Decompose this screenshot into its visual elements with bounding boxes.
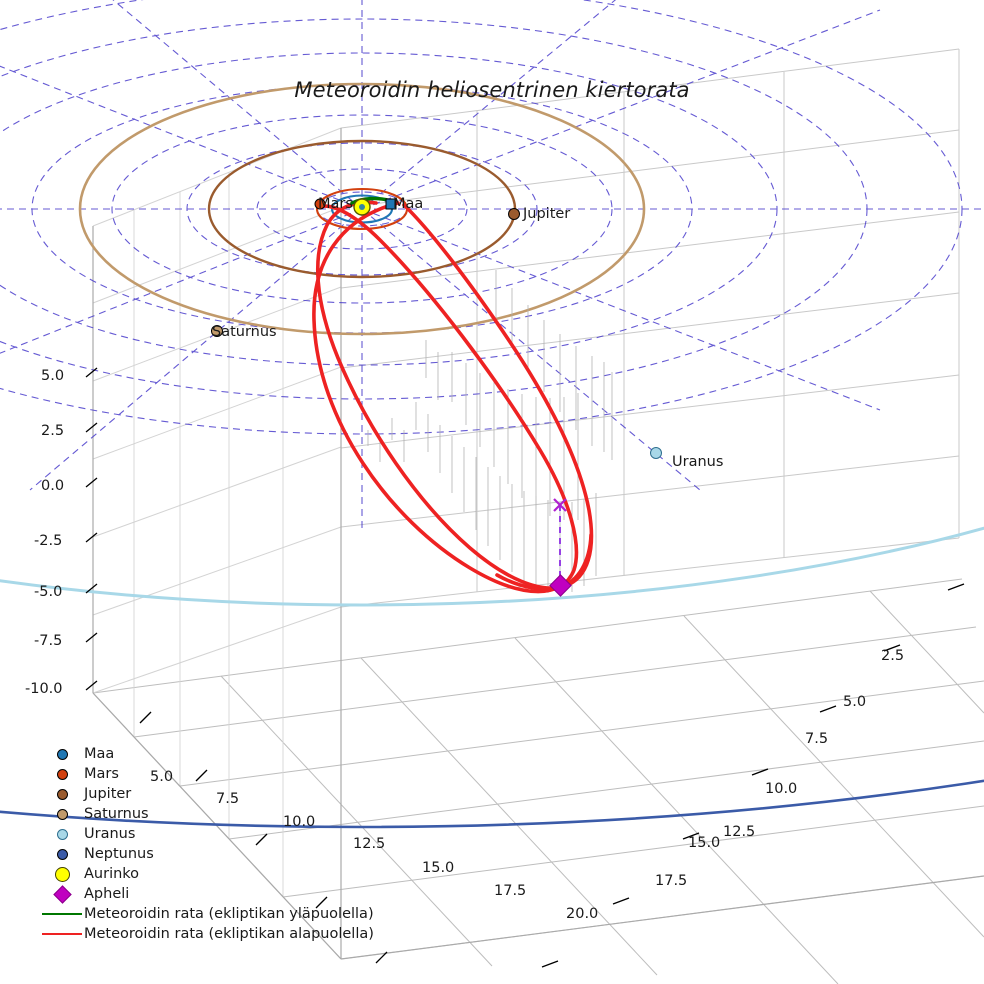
legend-label: Jupiter [84,786,132,802]
legend-label: Meteoroidin rata (ekliptikan alapuolella… [84,926,374,942]
legend-item-orbit-below[interactable]: Meteoroidin rata (ekliptikan alapuolella… [40,924,374,944]
sun-marker-icon [40,866,84,882]
aphelion-diamond-marker [549,574,572,597]
earth-marker [385,198,397,210]
sun-inner-dot [359,204,365,210]
legend-item-uranus[interactable]: Uranus [40,824,374,844]
y-tick-3: 10.0 [765,781,798,797]
legend-item-mars[interactable]: Mars [40,764,374,784]
box-edges [92,128,984,960]
z-tick-4: -5.0 [34,584,63,600]
aphelion-group [549,498,572,597]
legend: Maa Mars Jupiter Saturnus Uranus [40,744,374,944]
legend-item-apheli[interactable]: Apheli [40,884,374,904]
legend-item-orbit-above[interactable]: Meteoroidin rata (ekliptikan yläpuolella… [40,904,374,924]
red-line-icon [40,933,84,935]
x-tick-1: 7.5 [216,791,240,807]
aphelion-marker-icon [40,884,84,904]
legend-label: Apheli [84,886,130,902]
x-tick-0: 5.0 [150,769,174,785]
z-tick-6: -10.0 [25,681,63,697]
z-tick-1: 2.5 [41,423,65,439]
uranus-orbit [0,526,984,607]
y-tick-2: 7.5 [805,731,829,747]
maa-marker-icon [40,748,84,760]
legend-label: Neptunus [84,846,154,862]
maa-label: Maa [393,196,424,212]
saturn-marker-icon [40,808,84,820]
z-tick-2: 0.0 [41,478,65,494]
legend-item-saturnus[interactable]: Saturnus [40,804,374,824]
mars-marker-icon [40,768,84,780]
aphelion-projection-x [553,498,567,512]
uranus-marker-icon [40,828,84,840]
uranus-marker [650,447,662,459]
x-tick-3: 12.5 [353,836,386,852]
legend-item-jupiter[interactable]: Jupiter [40,784,374,804]
y-tick-1: 5.0 [843,694,867,710]
saturn-marker [211,325,223,337]
left-wall-horizontals [92,127,342,694]
neptune-orbit [0,779,984,829]
meteoroid-orbit-below-ecliptic-far [315,200,594,590]
legend-label: Maa [84,746,115,762]
jupiter-label: Jupiter [523,206,571,222]
z-tick-5: -7.5 [34,633,63,649]
legend-label: Meteoroidin rata (ekliptikan yläpuolella… [84,906,374,922]
legend-item-neptunus[interactable]: Neptunus [40,844,374,864]
body-markers [211,198,662,459]
y-tick-4: 12.5 [723,824,756,840]
y-tick-0: 2.5 [881,648,905,664]
mars-marker [314,198,326,210]
mars-label: Mars [318,196,353,212]
x-tick-2: 10.0 [283,814,316,830]
x-tick-4: 15.0 [422,860,455,876]
saturn-orbit [78,82,646,336]
right-wall-grid [340,48,960,608]
legend-label: Uranus [84,826,136,842]
legend-label: Aurinko [84,866,140,882]
legend-item-maa[interactable]: Maa [40,744,374,764]
jupiter-marker [508,208,520,220]
green-line-icon [40,913,84,915]
x-tick-6: 20.0 [566,906,599,922]
axis-ticks [85,367,965,968]
meteoroid-orbit-below-ecliptic [312,201,579,594]
y-tick-6: 17.5 [655,873,688,889]
x-tick-5: 17.5 [494,883,527,899]
legend-label: Mars [84,766,119,782]
legend-item-aurinko[interactable]: Aurinko [40,864,374,884]
neptune-marker-icon [40,848,84,860]
uranus-label: Uranus [672,454,724,470]
saturnus-label: Saturnus [212,324,277,340]
jupiter-marker-icon [40,788,84,800]
planet-orbits [0,82,984,829]
z-tick-0: 5.0 [41,368,65,384]
z-tick-3: -2.5 [34,533,63,549]
legend-label: Saturnus [84,806,149,822]
y-tick-5: 15.0 [688,835,721,851]
page-title: Meteoroidin heliosentrinen kiertorata [294,78,690,102]
